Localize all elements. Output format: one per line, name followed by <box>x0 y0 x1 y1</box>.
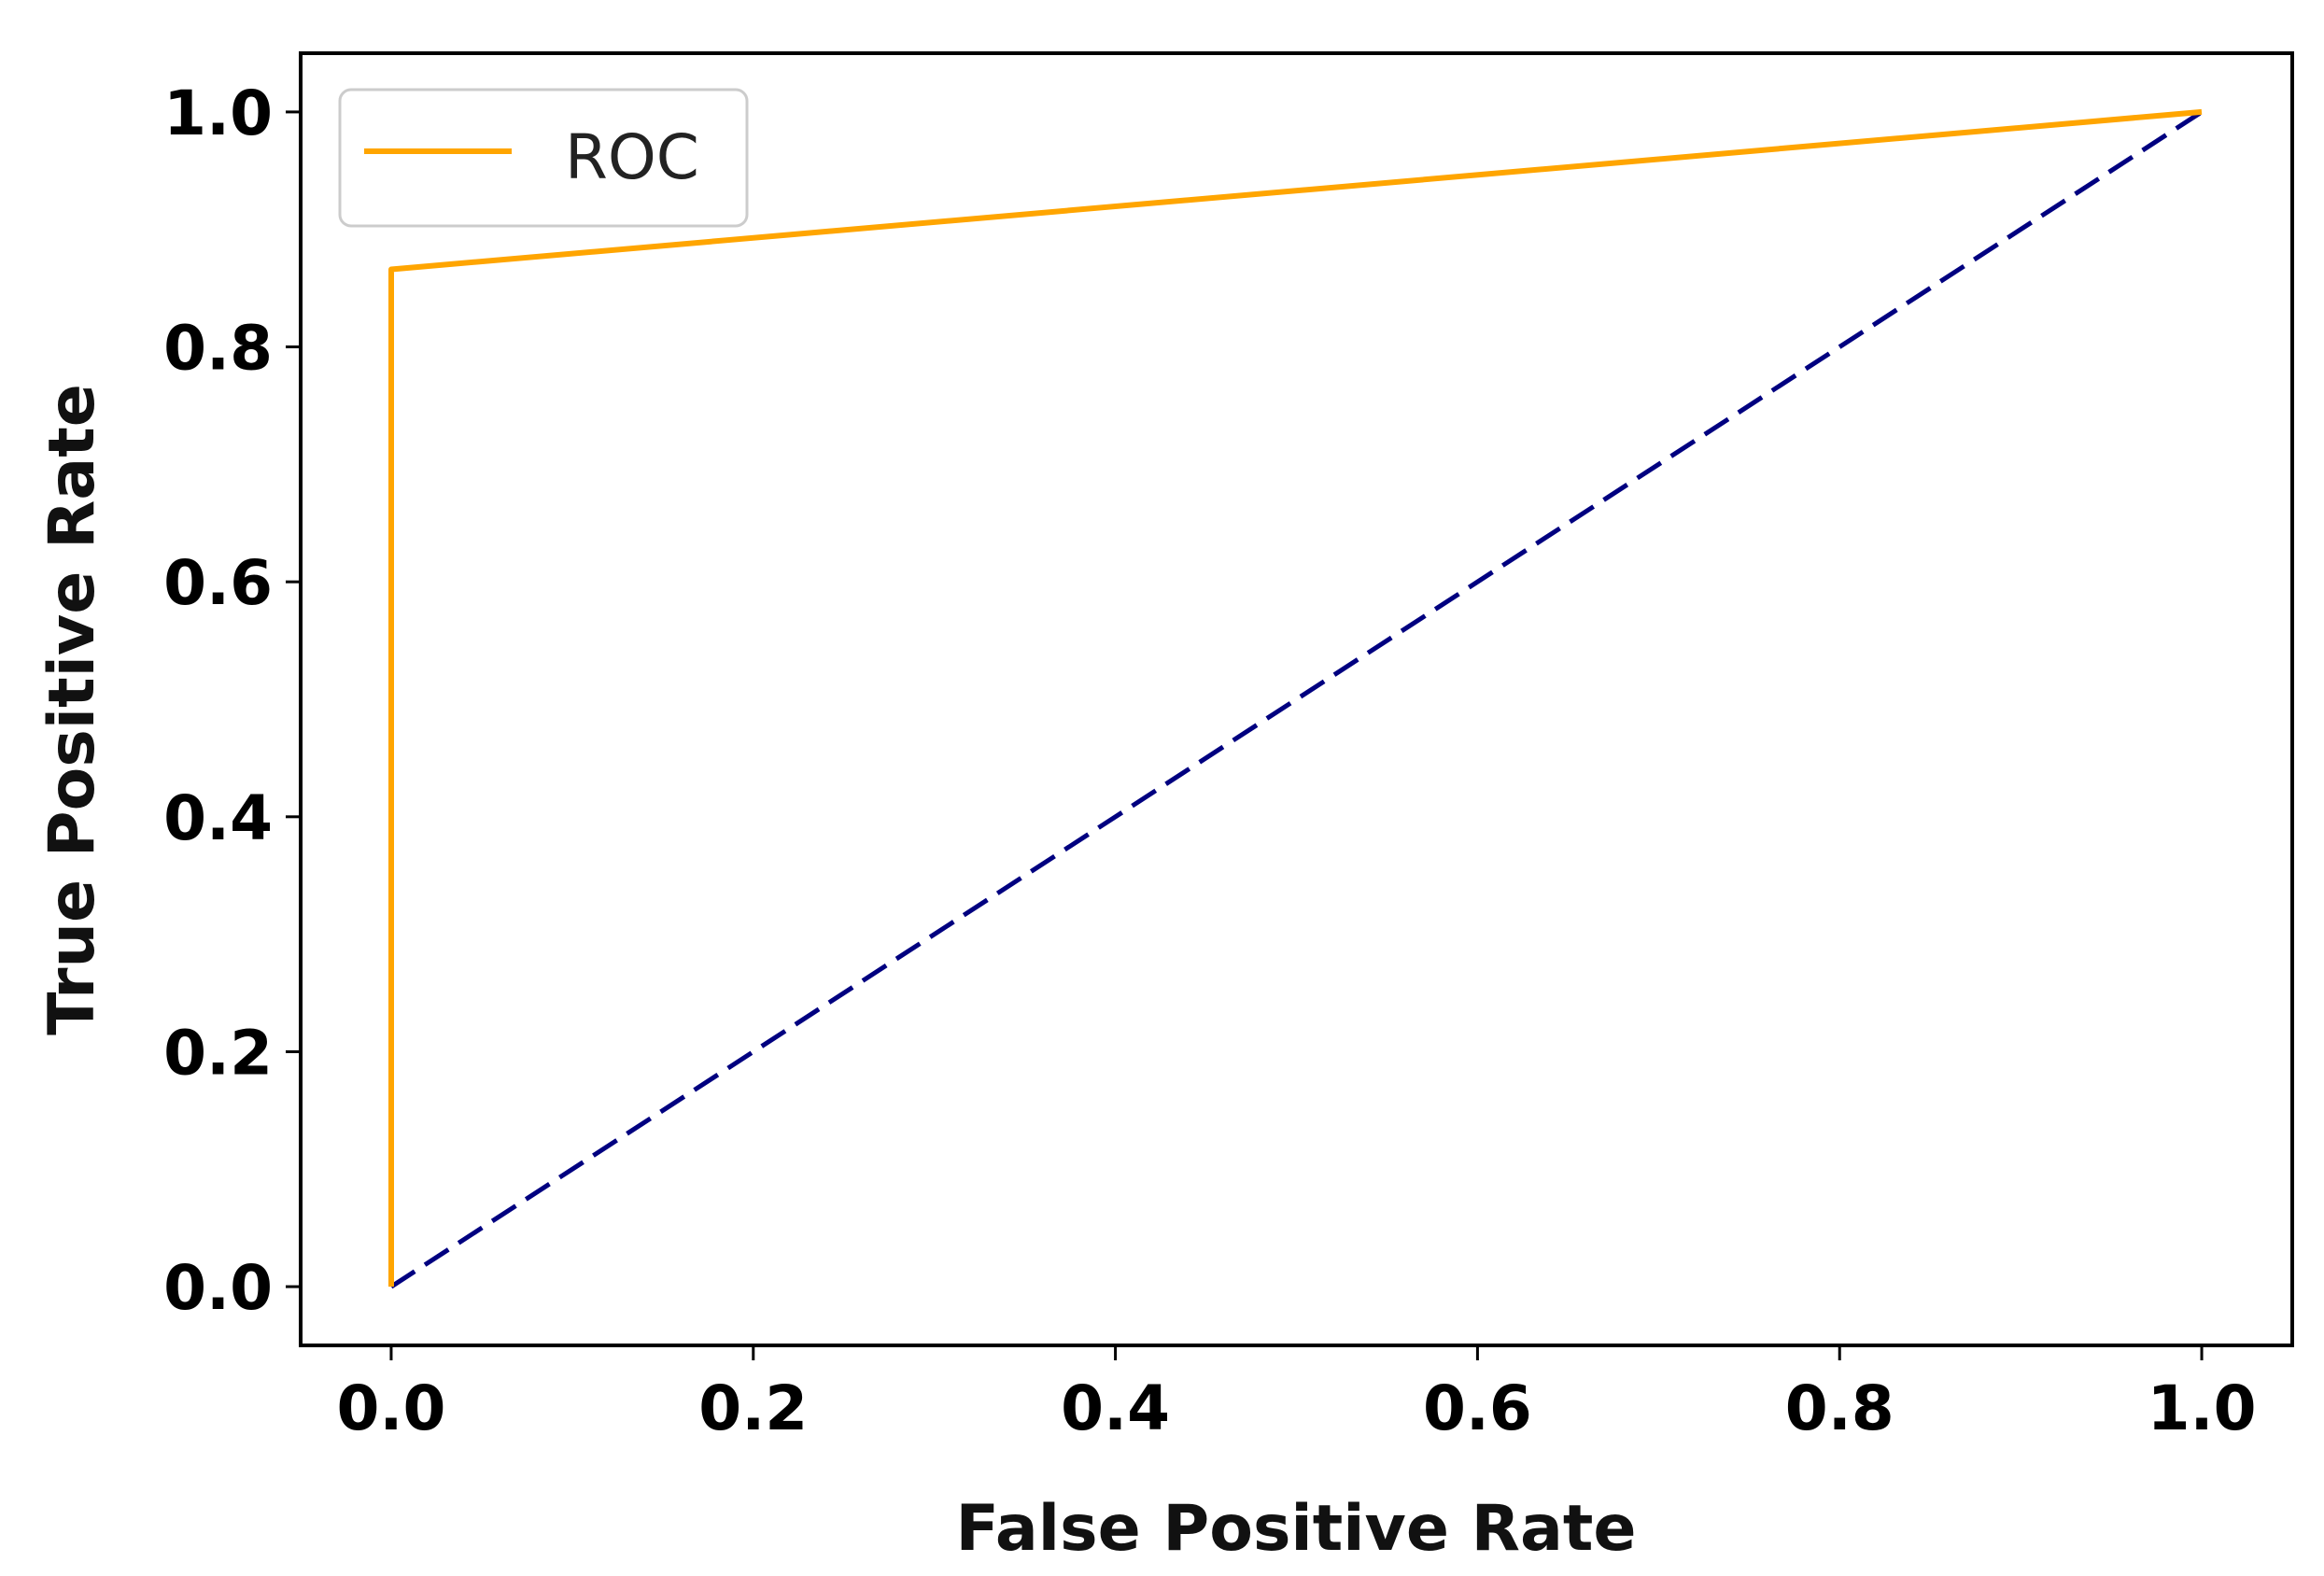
legend-box <box>338 88 749 228</box>
series-line-roc <box>388 108 2203 1288</box>
y-tick-label: 1.0 <box>163 77 273 149</box>
y-tick-label: 0.0 <box>163 1252 273 1324</box>
legend-label-roc: ROC <box>565 121 699 193</box>
x-tick-label: 0.6 <box>1423 1372 1532 1444</box>
x-tick-label: 0.4 <box>1061 1372 1170 1444</box>
x-tick-label: 0.0 <box>336 1372 445 1444</box>
y-tick-label: 0.4 <box>163 782 273 854</box>
x-tick-label: 1.0 <box>2148 1372 2257 1444</box>
x-tick-label: 0.2 <box>698 1372 808 1444</box>
y-tick-label: 0.8 <box>163 313 273 385</box>
x-tick-label: 0.8 <box>1785 1372 1894 1444</box>
y-tick-label: 0.2 <box>163 1017 273 1089</box>
y-axis-ticks: 0.0 0.2 0.4 0.6 0.8 1.0 <box>163 77 301 1324</box>
y-tick-label: 0.6 <box>163 547 273 619</box>
legend: ROC <box>338 88 749 228</box>
series-layer <box>388 108 2204 1289</box>
plot-frame <box>299 51 2294 1347</box>
y-axis-title: True Positive Rate <box>35 384 109 1035</box>
x-axis-title: False Positive Rate <box>955 1492 1636 1566</box>
x-axis-ticks: 0.0 0.2 0.4 0.6 0.8 1.0 <box>336 1345 2257 1444</box>
